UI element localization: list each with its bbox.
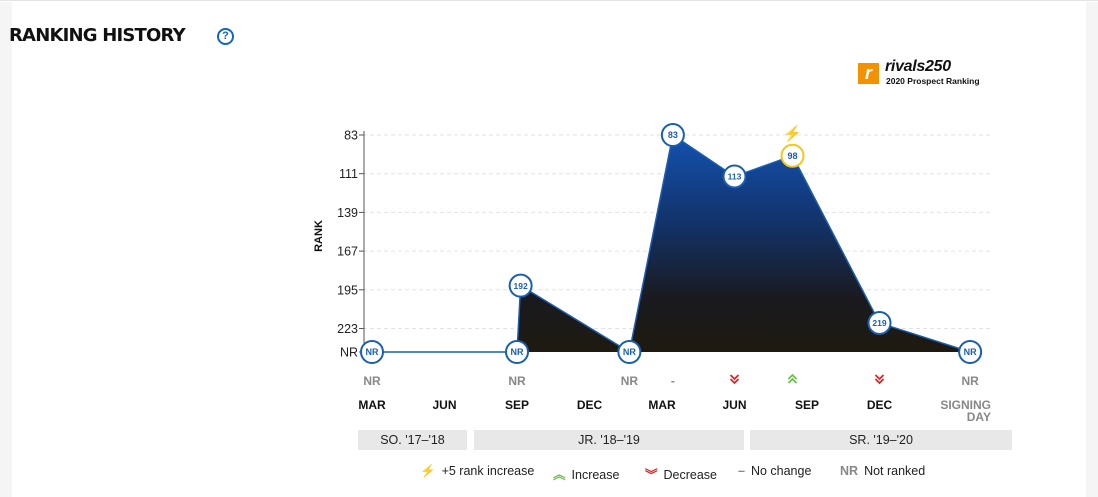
change-nr: NR <box>363 374 381 388</box>
rivals-logo: r rivals250 2020 Prospect Ranking <box>858 58 998 91</box>
logo-brand: rivals250 <box>885 58 951 75</box>
decrease-icon <box>729 378 740 385</box>
marker-circle <box>508 273 533 298</box>
increase-icon <box>787 373 798 380</box>
marker-circle <box>360 340 384 364</box>
marker-circle <box>722 164 747 189</box>
marker-label: 192 <box>514 281 528 291</box>
nr-icon: NR <box>840 464 859 478</box>
marker-label: NR <box>964 347 977 357</box>
decrease-icon: ︾ <box>645 468 658 482</box>
marker-label: 113 <box>728 172 742 182</box>
marker-label: 98 <box>787 151 797 161</box>
marker-label: NR <box>511 347 524 357</box>
logo-subtitle: 2020 Prospect Ranking <box>886 76 980 86</box>
month-label: MAR <box>358 398 386 412</box>
bolt-icon: ⚡ <box>783 125 802 143</box>
decrease-icon <box>729 374 740 381</box>
legend-bolt: ⚡ +5 rank increase <box>420 464 534 479</box>
rank-markers: NR NR 192 NR 83 113 98 ⚡ 219 NR <box>360 123 983 364</box>
month-label: SIGNING <box>940 398 991 412</box>
legend-nochange: – No change <box>738 464 811 478</box>
y-axis-label: RANK <box>313 220 325 252</box>
month-label: DEC <box>867 398 893 412</box>
month-label: SEP <box>795 398 819 412</box>
marker-label: NR <box>366 347 379 357</box>
month-label: MAR <box>648 398 676 412</box>
rivals-mark-icon: r <box>858 63 879 84</box>
top-divider <box>0 0 1098 1</box>
rank-area <box>372 135 971 352</box>
section-title: RANKING HISTORY <box>9 25 186 46</box>
legend-nochange-text: No change <box>750 464 812 478</box>
y-tick-label: 139 <box>337 206 358 220</box>
marker-circle <box>660 123 685 147</box>
right-gutter <box>1086 2 1098 497</box>
month-label: DEC <box>577 398 603 412</box>
increase-icon: ︽ <box>553 468 566 482</box>
legend-decrease-text: Decrease <box>663 468 718 482</box>
marker-circle <box>780 143 805 168</box>
left-gutter <box>0 2 12 497</box>
change-nr: NR <box>961 374 979 388</box>
change-nr: NR <box>508 374 526 388</box>
decrease-icon <box>874 374 885 381</box>
month-label: SEP <box>505 398 529 412</box>
marker-circle <box>505 340 529 364</box>
marker-circle <box>958 340 983 364</box>
marker-label: 83 <box>668 130 678 140</box>
ranking-chart: RANK 83 111 139 167 195 223 NR NR NR 192 NR 83 113 9… <box>313 123 991 424</box>
marker-label: 219 <box>872 318 886 328</box>
marker-label: NR <box>623 347 636 357</box>
bolt-icon: ⚡ <box>420 464 436 478</box>
change-row: NR NR NR - NR <box>363 373 979 388</box>
increase-icon <box>787 377 798 384</box>
legend-increase-text: Increase <box>571 468 620 482</box>
marker-circle <box>867 310 892 335</box>
legend-nr-text: Not ranked <box>864 464 926 478</box>
legend-increase: ︽ Increase <box>553 464 619 483</box>
y-tick-label: NR <box>340 346 358 360</box>
month-label: DAY <box>967 410 991 424</box>
y-tick-label: 111 <box>339 167 358 181</box>
change-none: - <box>671 374 675 388</box>
y-tick-label: 195 <box>337 283 358 297</box>
y-tick-label: 83 <box>344 129 358 143</box>
season-so: SO. '17–'18 <box>358 430 467 450</box>
legend-decrease: ︾ Decrease <box>645 464 717 483</box>
y-tick-label: 223 <box>337 322 358 336</box>
marker-circle <box>617 340 642 364</box>
season-sr: SR. '19–'20 <box>750 430 1012 450</box>
legend-nr: NR Not ranked <box>840 464 925 478</box>
y-tick-label: 167 <box>337 245 358 259</box>
season-jr: JR. '18–'19 <box>474 430 744 450</box>
decrease-icon <box>874 378 885 385</box>
month-label: JUN <box>432 398 456 412</box>
y-tick-labels: 83 111 139 167 195 223 NR <box>337 129 365 360</box>
month-label: JUN <box>722 398 746 412</box>
nochange-icon: – <box>738 464 745 478</box>
help-icon[interactable]: ? <box>217 28 234 45</box>
legend-bolt-text: +5 rank increase <box>441 464 535 478</box>
change-nr: NR <box>621 374 639 388</box>
